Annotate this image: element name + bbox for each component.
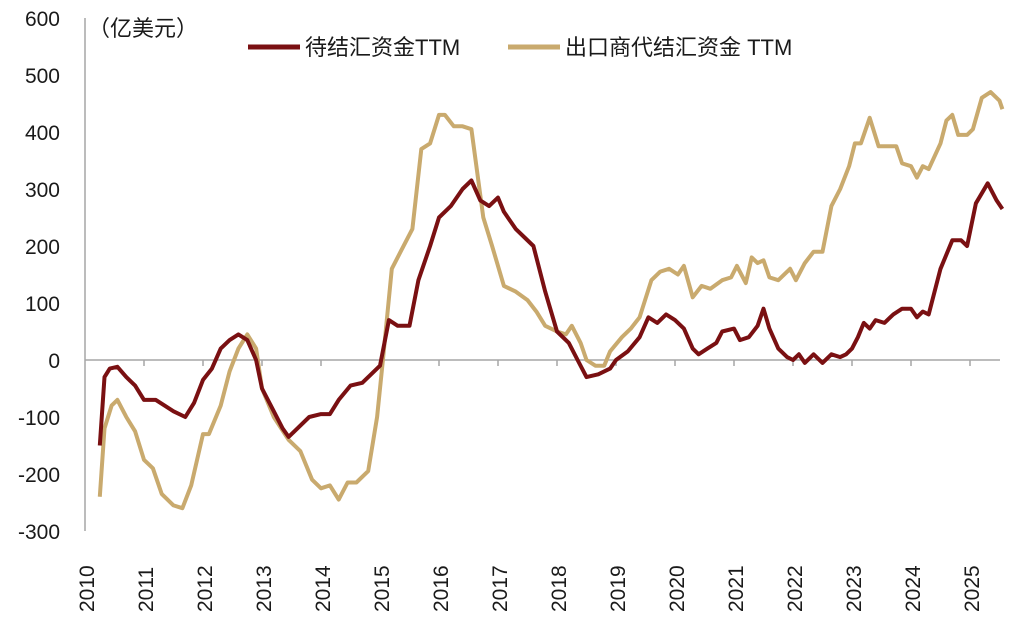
y-tick-label: 200 [25, 236, 60, 259]
x-tick-label: 2010 [76, 565, 99, 612]
y-tick-label: 500 [25, 65, 60, 88]
x-tick-label: 2015 [371, 565, 394, 612]
y-tick-label: 600 [25, 8, 60, 31]
y-tick-label: 300 [25, 179, 60, 202]
x-tick-label: 2024 [902, 565, 925, 612]
x-tick-label: 2025 [961, 565, 984, 612]
legend-label-series-2: 出口商代结汇资金 TTM [565, 35, 792, 60]
legend-label-series-1: 待结汇资金TTM [305, 35, 460, 60]
y-tick-label: 400 [25, 122, 60, 145]
x-tick-label: 2013 [253, 565, 276, 612]
x-tick-label: 2022 [784, 565, 807, 612]
x-tick-label: 2023 [843, 565, 866, 612]
legend: 待结汇资金TTM 出口商代结汇资金 TTM [248, 35, 792, 60]
x-tick-label: 2018 [548, 565, 571, 612]
y-tick-label: -100 [18, 407, 60, 430]
x-tick-label: 2017 [489, 565, 512, 612]
series-line-2 [97, 90, 1005, 511]
x-tick-label: 2016 [430, 565, 453, 612]
series-line-1 [97, 178, 1005, 446]
unit-label: （亿美元） [88, 16, 198, 41]
x-tick-label: 2014 [312, 565, 335, 612]
y-tick-label: -200 [18, 464, 60, 487]
x-tick-label: 2019 [607, 565, 630, 612]
y-tick-label: 100 [25, 293, 60, 316]
x-tick-label: 2021 [725, 565, 748, 612]
x-tick-label: 2011 [135, 567, 158, 612]
x-tick-label: 2020 [666, 565, 689, 612]
y-tick-label: -300 [18, 521, 60, 544]
y-tick-label: 0 [48, 350, 60, 373]
x-tick-label: 2012 [194, 565, 217, 612]
